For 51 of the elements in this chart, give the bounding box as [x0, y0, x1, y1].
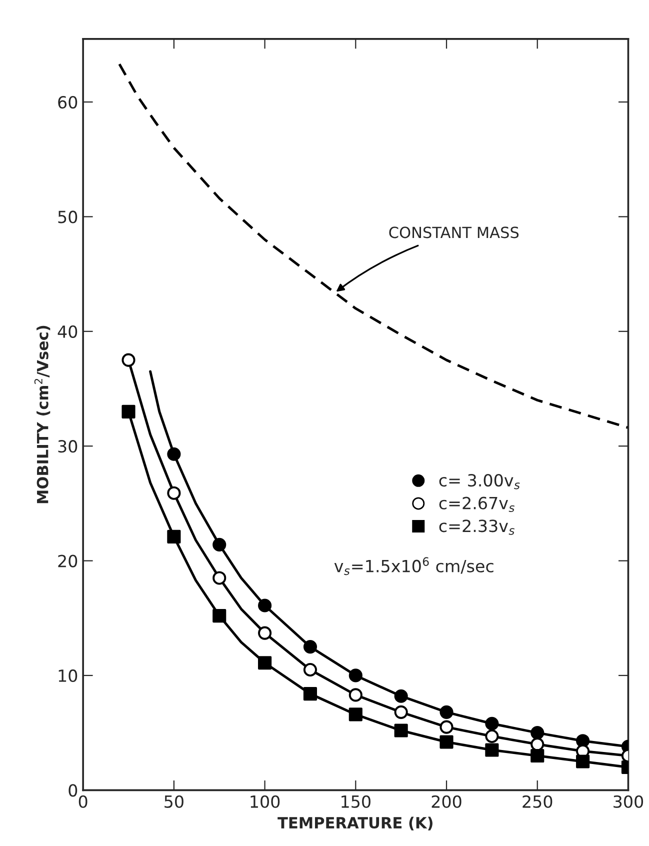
point — [576, 754, 590, 768]
point — [348, 668, 362, 682]
legend-label: c=2.33v$_{s}$ — [439, 520, 514, 535]
point — [303, 687, 318, 701]
y-tick-label: 20 — [58, 554, 78, 568]
x-tick-label: 50 — [164, 795, 184, 808]
point — [303, 640, 318, 654]
point — [167, 486, 181, 500]
x-tick-label: 300 — [614, 795, 644, 808]
point — [212, 609, 226, 623]
point — [394, 689, 408, 703]
point — [167, 447, 181, 461]
point — [394, 724, 408, 738]
legend-label: c=2.67v$_{s}$ — [439, 496, 514, 512]
y-tick-label: 0 — [68, 784, 78, 797]
y-tick-label: 10 — [58, 669, 78, 682]
y-tick-label: 50 — [58, 210, 78, 224]
annotation: v$_{s}$=1.5x10$^{6}$ cm/sec — [334, 557, 494, 576]
point — [394, 705, 408, 719]
point — [485, 716, 499, 730]
point — [440, 720, 454, 734]
x-tick-label: 0 — [78, 795, 88, 808]
point — [258, 626, 272, 640]
point — [212, 571, 226, 585]
point — [303, 662, 318, 677]
point — [440, 735, 454, 749]
point — [167, 530, 181, 544]
line-series — [118, 62, 628, 429]
point — [348, 688, 362, 702]
point — [530, 726, 544, 740]
y-tick-label: 60 — [58, 96, 78, 109]
point — [258, 598, 272, 612]
point — [440, 705, 454, 719]
legend-label: c= 3.00v$_{s}$ — [439, 474, 520, 490]
x-tick-label: 100 — [250, 795, 280, 808]
x-tick-label: 200 — [432, 795, 462, 808]
point — [122, 353, 136, 367]
y-axis-title: MOBILITY (cm$^{2}$/Vsec) — [34, 326, 50, 504]
point — [530, 748, 544, 763]
y-tick-label: 30 — [58, 440, 78, 453]
point — [348, 708, 362, 722]
y-tick-label: 40 — [58, 325, 78, 338]
x-tick-label: 150 — [342, 795, 370, 808]
x-axis-title: TEMPERATURE (K) — [278, 816, 432, 830]
point — [485, 743, 499, 757]
annotation: CONSTANT MASS — [389, 226, 519, 238]
point — [212, 538, 226, 552]
x-tick-label: 250 — [522, 795, 552, 808]
point — [485, 729, 499, 744]
point — [258, 656, 272, 670]
point — [122, 404, 136, 418]
